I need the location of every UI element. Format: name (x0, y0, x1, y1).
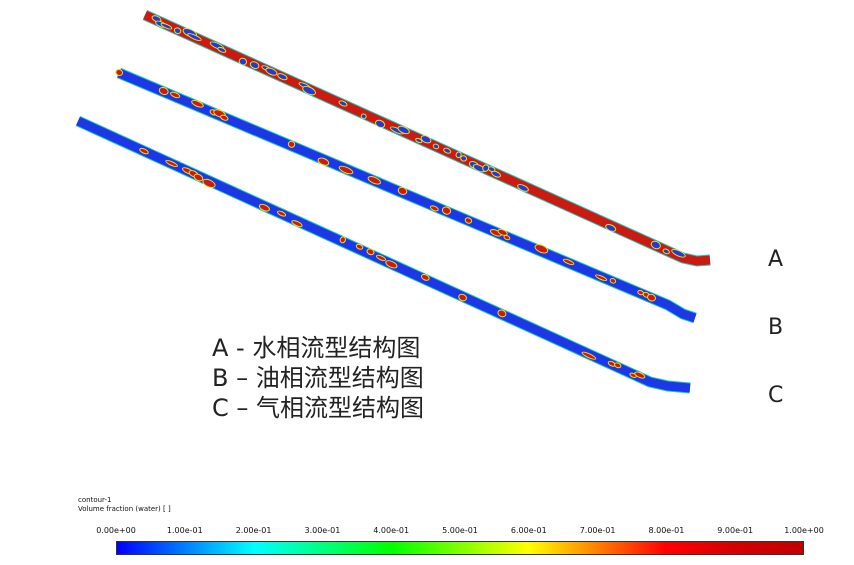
phase-blob (386, 261, 397, 268)
phase-blob (239, 58, 247, 65)
phase-blob (367, 249, 374, 255)
phase-blob (433, 144, 439, 149)
phase-blob (648, 294, 655, 301)
phase-blob (376, 120, 385, 128)
phase-blob (421, 274, 429, 280)
phase-blob (159, 87, 168, 95)
phase-blob (651, 241, 660, 249)
legend-contour-name: contour-1 (78, 496, 112, 504)
phase-blob (376, 255, 386, 261)
legend-colorbar (116, 541, 804, 555)
phase-blob (161, 23, 172, 29)
phase-blob (398, 126, 409, 134)
phase-blob (368, 176, 381, 184)
phase-blob (421, 136, 431, 143)
phase-blob (444, 148, 451, 153)
pipe-c-contour (75, 115, 691, 394)
legend-tick-label: 0.00e+00 (96, 526, 136, 535)
phase-blob (638, 290, 643, 295)
phase-blob (116, 70, 123, 75)
pipe-body (76, 116, 691, 393)
phase-blob (361, 114, 366, 119)
pipe-a-contour (142, 9, 711, 267)
pipe-body (143, 10, 711, 266)
caption-a: A - 水相流型结构图 (212, 334, 421, 362)
phase-blob (461, 156, 467, 161)
phase-blob (672, 249, 685, 257)
phase-blob (473, 165, 485, 172)
legend-variable-name: Volume fraction (water) [ ] (78, 505, 171, 513)
phase-blob (218, 47, 226, 52)
phase-blob (339, 101, 347, 106)
phase-blob (140, 148, 148, 154)
phase-blob (203, 179, 215, 188)
phase-blob (596, 275, 607, 281)
pipe-label-a: A (768, 247, 784, 272)
legend-tick-label: 8.00e-01 (648, 526, 685, 535)
phase-blob (608, 361, 615, 366)
phase-blob (174, 28, 181, 34)
phase-blob (390, 127, 403, 134)
phase-blob (630, 373, 636, 377)
phase-blob (490, 229, 501, 236)
phase-blob (170, 92, 180, 98)
phase-blob (456, 152, 461, 158)
phase-blob (292, 221, 302, 227)
legend-tick-label: 9.00e-01 (717, 526, 754, 535)
phase-blob (266, 68, 277, 75)
phase-blob (488, 167, 495, 172)
pipe-body (117, 68, 697, 323)
phase-blob (192, 100, 203, 107)
phase-blob (535, 245, 548, 253)
phase-blob (318, 158, 329, 165)
phase-blob (563, 259, 574, 265)
phase-blob (663, 249, 669, 254)
phase-blob (278, 211, 286, 216)
phase-blob (492, 171, 501, 177)
pipe-label-b: B (768, 315, 784, 340)
legend-tick-label: 6.00e-01 (510, 526, 547, 535)
pipe-label-c: C (768, 383, 784, 408)
legend-tick-label: 3.00e-01 (304, 526, 341, 535)
phase-blob (340, 237, 345, 243)
phase-blob (194, 174, 203, 181)
phase-blob (278, 74, 287, 80)
phase-blob (188, 33, 201, 41)
phase-blob (615, 363, 621, 368)
phase-blob (518, 184, 528, 191)
phase-blob (430, 206, 438, 211)
phase-blob (635, 372, 645, 378)
phase-blob (459, 294, 466, 301)
caption-b: B – 油相流型结构图 (212, 364, 424, 392)
phase-blob (498, 229, 507, 235)
legend-tick-label: 1.00e-01 (166, 526, 203, 535)
caption-c: C – 气相流型结构图 (212, 394, 425, 422)
legend-tick-label: 5.00e-01 (442, 526, 478, 535)
phase-blob (250, 62, 259, 68)
phase-blob (288, 141, 295, 147)
phase-blob (303, 86, 315, 95)
legend-tick-label: 2.00e-01 (235, 526, 272, 535)
phase-blob (339, 166, 353, 174)
phase-blob (166, 160, 177, 167)
phase-blob (442, 207, 451, 214)
pipe-b-contour (115, 67, 697, 324)
phase-blob (416, 138, 422, 143)
phase-blob (152, 16, 161, 22)
phase-blob (483, 165, 489, 171)
legend-tick-label: 7.00e-01 (579, 526, 616, 535)
phase-blob (356, 244, 363, 249)
legend-tick-label: 4.00e-01 (373, 526, 410, 535)
phase-blob (498, 310, 506, 317)
phase-blob (504, 235, 510, 240)
phase-blob (606, 224, 616, 231)
phase-blob (582, 352, 596, 359)
phase-blob (465, 218, 472, 223)
phase-blob (221, 115, 228, 120)
legend-tick-label: 1.00e+00 (784, 526, 824, 535)
phase-blob (398, 187, 407, 194)
phase-blob (259, 204, 269, 211)
phase-blob (610, 278, 616, 283)
